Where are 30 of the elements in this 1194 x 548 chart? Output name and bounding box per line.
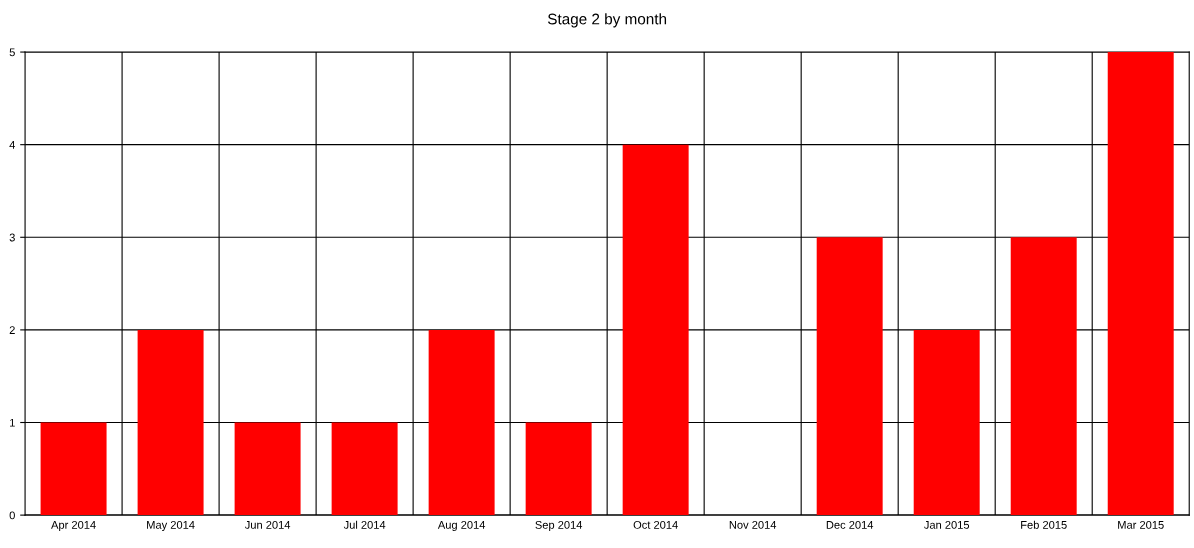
y-tick-label: 1 (10, 418, 15, 427)
bar (622, 144, 689, 516)
x-tick-label: Jun 2014 (244, 520, 291, 529)
x-tick-label: Feb 2015 (1021, 520, 1067, 529)
bar (1010, 237, 1077, 516)
bar (331, 422, 398, 516)
x-tick-label: Jul 2014 (343, 520, 386, 529)
bar (234, 422, 301, 516)
x-tick-label: May 2014 (147, 520, 195, 532)
y-tick-label: 2 (9, 326, 15, 334)
bar (525, 422, 592, 516)
bar (816, 237, 883, 516)
y-tick-label: 0 (9, 511, 15, 520)
x-tick-label: Mar 2015 (1118, 520, 1164, 529)
x-tick-label: Nov 2014 (729, 520, 777, 529)
bar (913, 329, 980, 516)
chart-title: Stage 2 by month (547, 13, 667, 28)
x-tick-label: Aug 2014 (437, 520, 486, 532)
y-tick-label: 4 (9, 141, 16, 149)
bar (40, 422, 107, 516)
x-tick-label: Jan 2015 (924, 520, 970, 529)
y-tick-label: 3 (9, 233, 15, 242)
x-tick-label: Oct 2014 (633, 520, 678, 529)
bar (137, 329, 204, 516)
x-tick-label: Apr 2014 (51, 520, 96, 532)
bar (428, 329, 495, 516)
x-tick-label: Dec 2014 (826, 520, 874, 529)
x-tick-label: Sep 2014 (535, 520, 583, 532)
y-tick-label: 5 (9, 48, 15, 57)
bar (1107, 52, 1174, 516)
